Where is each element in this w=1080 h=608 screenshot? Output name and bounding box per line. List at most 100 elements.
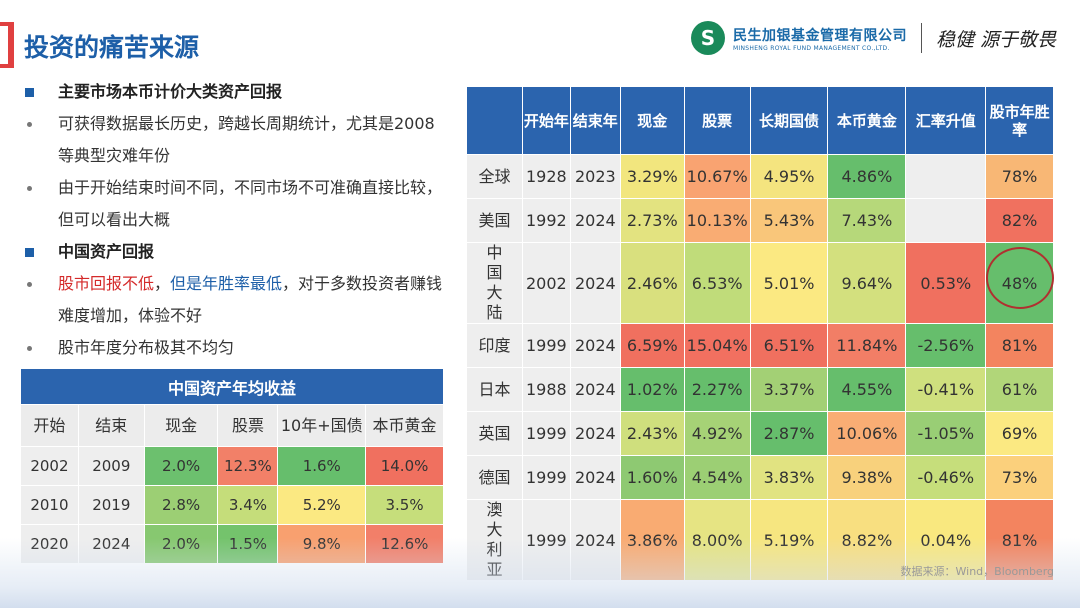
column-header: 本币黄金	[827, 86, 907, 155]
background-decoration	[0, 538, 1080, 608]
brand-name-cn: 民生加银基金管理有限公司	[732, 27, 907, 44]
table-cell: 2010	[20, 485, 79, 525]
table-cell: 2.27%	[683, 367, 751, 412]
table-cell: 2009	[77, 446, 145, 486]
table-cell: 1999	[521, 323, 571, 368]
dot-bullet-icon	[27, 122, 32, 127]
brand-text: 民生加银基金管理有限公司 MINSHENG ROYAL FUND MANAGEM…	[733, 25, 907, 52]
bullet-heading: 中国资产回报	[24, 236, 444, 268]
bullet-item: 可获得数据最长历史，跨越长周期统计，尤其是2008等典型灾难年份	[24, 108, 444, 172]
table-cell: 2024	[569, 198, 621, 243]
table-cell: 61%	[985, 367, 1054, 412]
table-row: 英国 1999 2024 2.43% 4.92% 2.87% 10.06% -1.05% 69%	[466, 411, 1054, 456]
table-cell: 4.55%	[827, 367, 907, 412]
table-cell: 1988	[521, 367, 571, 412]
table-cell: 10.67%	[683, 154, 751, 199]
column-header: 开始年	[521, 86, 571, 155]
table-cell: 0.53%	[905, 242, 987, 324]
table-cell: 4.54%	[683, 455, 751, 500]
bullet-heading: 主要市场本币计价大类资产回报	[24, 76, 444, 108]
table-row: 全球 1928 2023 3.29% 10.67% 4.95% 4.86% 78%	[466, 154, 1054, 199]
bullet-item: 股市回报不低，但是年胜率最低，对于多数投资者赚钱难度增加，体验不好	[24, 268, 444, 332]
table-cell: 4.92%	[683, 411, 751, 456]
column-header: 本币黄金	[365, 404, 444, 447]
table-cell: 2.43%	[619, 411, 685, 456]
dot-bullet-icon	[27, 346, 32, 351]
country-cell: 印度	[466, 323, 523, 368]
page-title: 投资的痛苦来源	[24, 33, 200, 62]
table-cell: 3.83%	[749, 455, 829, 500]
brand-slogan: 稳健 源于敬畏	[935, 28, 1056, 51]
data-source-note: 数据来源：Wind，Bloomberg	[900, 565, 1054, 578]
table-cell: 2024	[569, 323, 621, 368]
table-cell: 1999	[521, 455, 571, 500]
country-cell: 全球	[466, 154, 523, 199]
table-cell: 2002	[521, 242, 571, 324]
column-header: 汇率升值	[905, 86, 987, 155]
table-cell: 3.29%	[619, 154, 685, 199]
table-cell: -0.41%	[905, 367, 987, 412]
table-cell: 4.95%	[749, 154, 829, 199]
company-logo-icon: S	[690, 21, 725, 55]
table-cell: 2.46%	[619, 242, 685, 324]
column-header: 现金	[619, 86, 685, 155]
table-cell: 3.5%	[365, 485, 444, 525]
table-cell: 2024	[569, 455, 621, 500]
table-cell: 3.4%	[217, 485, 279, 525]
square-bullet-icon	[25, 88, 34, 97]
table-cell: 11.84%	[827, 323, 907, 368]
asset-returns-table: 开始年 结束年 现金 股票 长期国债 本币黄金 汇率升值 股市年胜率 全球 192…	[466, 86, 1054, 581]
table-cell: -2.56%	[905, 323, 987, 368]
table-row: 日本 1988 2024 1.02% 2.27% 3.37% 4.55% -0.41% 61%	[466, 367, 1054, 412]
table-cell: 9.64%	[827, 242, 907, 324]
table-cell: 7.43%	[827, 198, 907, 243]
table-cell: 6.53%	[683, 242, 751, 324]
table-cell: 2.8%	[143, 485, 219, 525]
table-cell: -1.05%	[905, 411, 987, 456]
table-cell: 6.51%	[749, 323, 829, 368]
table-cell: 2024	[569, 411, 621, 456]
table-cell: 82%	[985, 198, 1054, 243]
table-cell: 2.87%	[749, 411, 829, 456]
column-header: 股市年胜率	[985, 86, 1054, 155]
country-cell: 英国	[466, 411, 523, 456]
table-cell: 1.6%	[277, 446, 367, 486]
table-cell: 81%	[985, 323, 1054, 368]
table-row: 美国 1992 2024 2.73% 10.13% 5.43% 7.43% 82%	[466, 198, 1054, 243]
table-cell: 12.3%	[217, 446, 279, 486]
table-row: 印度 1999 2024 6.59% 15.04% 6.51% 11.84% -2.56% 81…	[466, 323, 1054, 368]
column-header: 开始	[20, 404, 79, 447]
table-cell: 14.0%	[365, 446, 444, 486]
table-cell: 1.02%	[619, 367, 685, 412]
table-title: 中国资产年均收益	[20, 368, 444, 405]
column-header: 长期国债	[749, 86, 829, 155]
column-header: 股票	[683, 86, 751, 155]
country-cell: 日本	[466, 367, 523, 412]
country-cell: 中国大陆	[466, 242, 523, 324]
column-header	[466, 86, 523, 155]
country-cell: 德国	[466, 455, 523, 500]
table-cell: 9.38%	[827, 455, 907, 500]
table-cell: -0.46%	[905, 455, 987, 500]
table-cell: 1992	[521, 198, 571, 243]
table-cell: 2.0%	[143, 446, 219, 486]
table-cell	[905, 198, 987, 243]
table-cell: 5.01%	[749, 242, 829, 324]
table-cell: 6.59%	[619, 323, 685, 368]
brand-divider	[920, 23, 922, 53]
table-cell: 2023	[569, 154, 621, 199]
column-header: 结束年	[569, 86, 621, 155]
table-cell: 2024	[569, 242, 621, 324]
dot-bullet-icon	[27, 282, 32, 287]
table-cell: 15.04%	[683, 323, 751, 368]
brand-header: S 民生加银基金管理有限公司 MINSHENG ROYAL FUND MANAG…	[690, 20, 1056, 56]
table-row: 2002 2009 2.0% 12.3% 1.6% 14.0%	[20, 446, 444, 486]
table-cell: 10.13%	[683, 198, 751, 243]
table-cell: 2.73%	[619, 198, 685, 243]
table-cell: 1999	[521, 411, 571, 456]
country-cell: 美国	[466, 198, 523, 243]
column-header: 股票	[217, 404, 279, 447]
column-header: 现金	[143, 404, 219, 447]
highlight-circle	[986, 247, 1054, 309]
table-cell: 2024	[569, 367, 621, 412]
